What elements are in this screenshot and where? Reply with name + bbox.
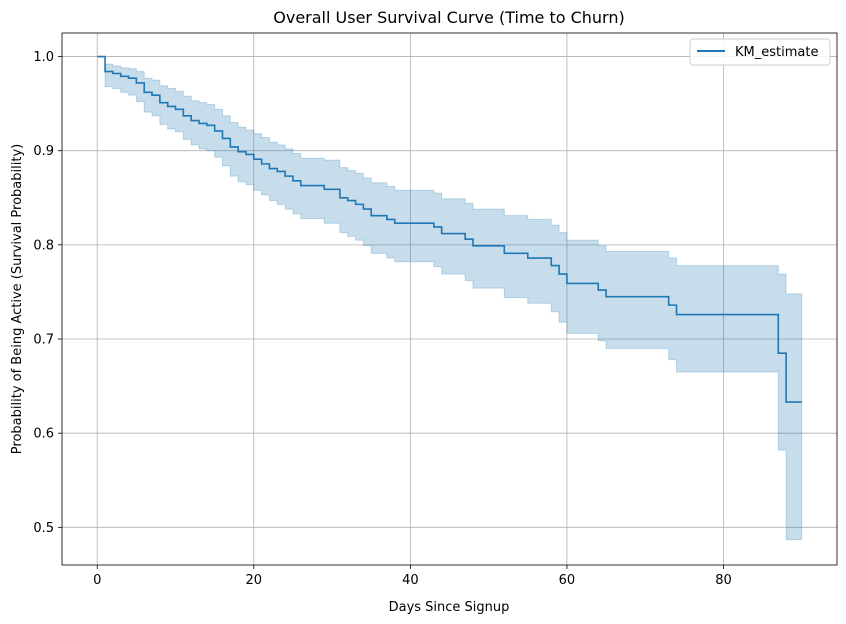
- x-tick-label: 20: [246, 573, 263, 588]
- legend: KM_estimate: [689, 38, 831, 66]
- x-axis-label: Days Since Signup: [389, 600, 510, 615]
- y-tick-label: 0.7: [33, 333, 54, 348]
- x-axis-ticks: 0 20 40 60 80: [93, 565, 732, 588]
- y-tick-label: 0.5: [33, 521, 54, 536]
- confidence-band-layer: [97, 56, 803, 541]
- legend-label: KM_estimate: [735, 45, 818, 60]
- survival-step-line: [97, 55, 802, 403]
- y-axis-ticks: 0.5 0.6 0.7 0.8 0.9 1.0: [33, 50, 62, 536]
- y-tick-label: 0.9: [33, 144, 54, 159]
- y-axis-label: Probability of Being Active (Survival Pr…: [10, 144, 25, 454]
- chart-title: Overall User Survival Curve (Time to Chu…: [273, 8, 624, 27]
- x-tick-label: 40: [402, 573, 419, 588]
- y-tick-label: 0.6: [33, 427, 54, 442]
- x-tick-label: 60: [559, 573, 576, 588]
- plot-frame: [61, 32, 838, 566]
- y-tick-label: 1.0: [33, 50, 54, 65]
- survival-line-layer: [97, 55, 802, 403]
- legend-box: [689, 38, 831, 66]
- confidence-band: [97, 56, 803, 541]
- x-tick-label: 80: [715, 573, 732, 588]
- y-tick-label: 0.8: [33, 238, 54, 253]
- x-tick-label: 0: [93, 573, 101, 588]
